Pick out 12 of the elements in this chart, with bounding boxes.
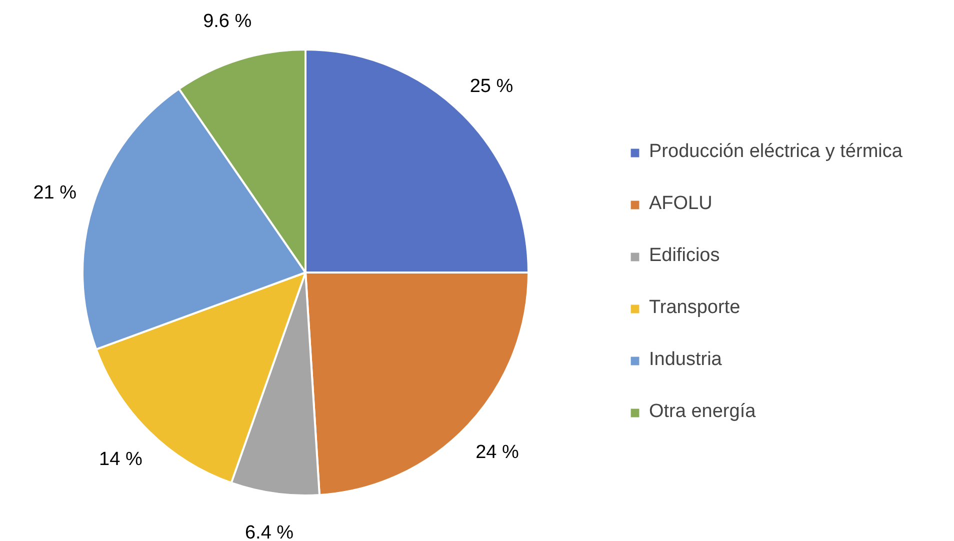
legend-label: Otra energía [649,401,756,423]
data-label: 25 % [470,76,514,98]
legend-label: Transporte [649,297,740,319]
legend-label: Producción eléctrica y térmica [649,141,902,163]
data-label: 6.4 % [244,522,294,541]
data-label: 14 % [99,449,142,470]
legend-label: Industria [649,349,722,371]
data-label: 9.6 % [203,10,252,32]
data-label: 24 % [476,442,519,464]
legend-label: Edificios [649,245,720,267]
legend-label: AFOLU [649,193,712,215]
data-label: 21 % [33,182,77,204]
